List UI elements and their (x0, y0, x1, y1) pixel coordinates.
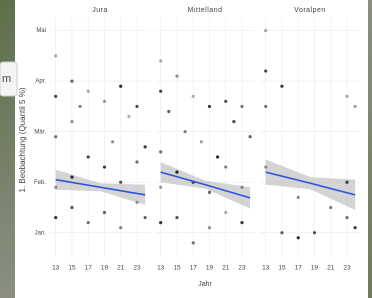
data-point (192, 241, 195, 244)
data-point (354, 105, 357, 108)
data-point (70, 206, 73, 209)
data-point (127, 115, 130, 118)
x-tick-label: 17 (85, 265, 93, 272)
facet-title: Mittelland (188, 7, 223, 14)
data-point (54, 135, 57, 138)
data-point (175, 216, 178, 219)
data-point (54, 54, 57, 57)
data-point (159, 59, 162, 62)
chart: m 1. Beobachtung (Quantil 5 %) Jahr Jan.… (0, 0, 372, 298)
data-point (159, 186, 162, 189)
data-point (345, 216, 348, 219)
data-point (208, 191, 211, 194)
x-tick-label: 19 (311, 265, 319, 272)
x-tick-label: 21 (327, 265, 335, 272)
data-point (87, 155, 90, 158)
data-point (70, 176, 73, 179)
data-point (345, 181, 348, 184)
data-point (144, 216, 147, 219)
data-point (159, 150, 162, 153)
chart-panel (15, 0, 368, 298)
data-point (216, 155, 219, 158)
x-tick-label: 13 (262, 265, 270, 272)
x-tick-label: 23 (238, 265, 246, 272)
x-tick-label: 15 (278, 265, 286, 272)
x-tick-label: 19 (206, 265, 214, 272)
x-tick-label: 17 (190, 265, 198, 272)
data-point (119, 226, 122, 229)
data-point (103, 165, 106, 168)
data-point (159, 221, 162, 224)
data-point (208, 105, 211, 108)
data-point (119, 181, 122, 184)
data-point (264, 105, 267, 108)
data-point (297, 196, 300, 199)
data-point (192, 95, 195, 98)
y-tick-label: Mai (36, 28, 46, 34)
data-point (103, 100, 106, 103)
x-tick-label: 13 (52, 265, 60, 272)
data-point (70, 80, 73, 83)
y-tick-label: Jan. (35, 230, 47, 236)
facet-title: Voralpen (294, 7, 326, 14)
x-tick-label: 15 (68, 265, 76, 272)
data-point (224, 211, 227, 214)
data-point (208, 226, 211, 229)
y-tick-label: Mär. (34, 129, 46, 135)
y-tick-label: Apr. (35, 79, 46, 85)
data-point (345, 95, 348, 98)
data-point (119, 85, 122, 88)
x-tick-label: 23 (133, 265, 141, 272)
x-tick-label: 17 (295, 265, 303, 272)
data-point (135, 201, 138, 204)
data-point (78, 105, 81, 108)
data-point (54, 186, 57, 189)
data-point (354, 226, 357, 229)
facet-title: Jura (92, 7, 108, 14)
data-point (111, 140, 114, 143)
data-point (175, 75, 178, 78)
page: m 1. Beobachtung (Quantil 5 %) Jahr Jan.… (0, 0, 372, 298)
data-point (329, 206, 332, 209)
data-point (264, 165, 267, 168)
data-point (313, 231, 316, 234)
data-point (54, 216, 57, 219)
x-tick-label: 21 (222, 265, 230, 272)
data-point (240, 186, 243, 189)
x-tick-label: 15 (173, 265, 181, 272)
data-point (280, 231, 283, 234)
data-point (183, 130, 186, 133)
data-point (264, 29, 267, 32)
data-point (54, 95, 57, 98)
x-tick-label: 19 (101, 265, 109, 272)
data-point (159, 90, 162, 93)
data-point (224, 165, 227, 168)
data-point (240, 105, 243, 108)
data-point (280, 85, 283, 88)
data-point (87, 221, 90, 224)
x-axis-label: Jahr (198, 281, 212, 288)
x-tick-label: 23 (343, 265, 351, 272)
data-point (200, 140, 203, 143)
x-tick-label: 21 (117, 265, 125, 272)
data-point (240, 221, 243, 224)
x-tick-label: 13 (157, 265, 165, 272)
tooltip-text: m (2, 73, 11, 85)
data-point (135, 105, 138, 108)
data-point (135, 160, 138, 163)
y-tick-label: Feb. (34, 180, 46, 186)
data-point (103, 211, 106, 214)
data-point (70, 120, 73, 123)
data-point (249, 135, 252, 138)
data-point (175, 171, 178, 174)
data-point (224, 100, 227, 103)
y-axis-label: 1. Beobachtung (Quantil 5 %) (18, 87, 27, 192)
data-point (264, 69, 267, 72)
data-point (87, 90, 90, 93)
data-point (232, 120, 235, 123)
data-point (297, 236, 300, 239)
data-point (144, 145, 147, 148)
data-point (167, 110, 170, 113)
